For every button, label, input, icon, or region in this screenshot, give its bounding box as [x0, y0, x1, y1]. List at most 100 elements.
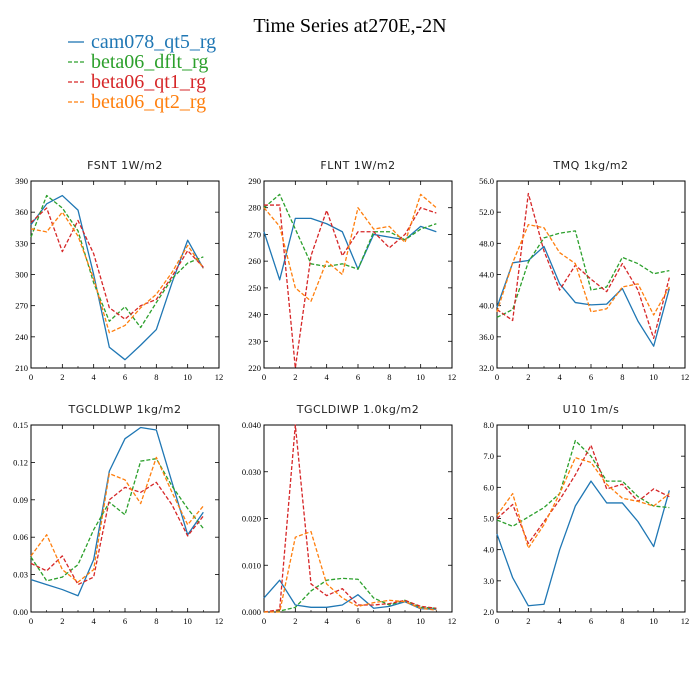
x-tick-label: 2 [60, 372, 64, 382]
plot-frame [30, 180, 220, 369]
chart-panel: TMQ 1kg/m2 0 2 4 6 8 10 12 32.0 36.0 40.0 44.0 48.0 5… [479, 159, 689, 382]
y-tick-label: 6.0 [483, 482, 494, 492]
panel-title: FSNT 1W/m2 [87, 159, 163, 172]
x-tick-label: 12 [215, 616, 224, 626]
y-tick-label: 240 [248, 310, 261, 320]
figure-title: Time Series at270E,-2N [253, 15, 446, 37]
x-tick-label: 10 [416, 616, 425, 626]
x-tick-label: 6 [123, 616, 127, 626]
x-tick-label: 12 [448, 372, 457, 382]
series-line-cam078_qt5_rg [263, 579, 437, 610]
x-tick-label: 12 [681, 372, 690, 382]
legend-label: beta06_qt1_rg [91, 71, 206, 93]
y-tick-label: 0.09 [13, 495, 28, 505]
x-tick-label: 2 [293, 616, 297, 626]
series-line-cam078_qt5_rg [30, 426, 204, 597]
y-tick-label: 330 [15, 238, 28, 248]
x-tick-label: 4 [558, 616, 563, 626]
plot-frame [263, 424, 453, 613]
y-tick-label: 260 [248, 256, 261, 266]
chart-panel: FSNT 1W/m2 0 2 4 6 8 10 12 210 240 270 300 330 360 390 [15, 159, 223, 382]
legend: cam078_qt5_rgbeta06_dflt_rgbeta06_qt1_rg… [68, 31, 216, 113]
y-tick-label: 44.0 [479, 270, 494, 280]
y-tick-label: 210 [15, 363, 28, 373]
series-line-cam078_qt5_rg [496, 245, 670, 347]
series-line-beta06_dflt_rg [496, 230, 670, 318]
y-tick-label: 4.0 [483, 545, 494, 555]
y-tick-label: 300 [15, 270, 28, 280]
chart-panel: FLNT 1W/m2 0 2 4 6 8 10 12 220 230 240 250 260 270 280… [248, 159, 456, 382]
legend-item: cam078_qt5_rg [68, 31, 216, 53]
x-tick-label: 0 [262, 616, 266, 626]
x-tick-label: 6 [123, 372, 127, 382]
x-tick-label: 4 [558, 372, 563, 382]
plot-frame [496, 180, 686, 369]
x-tick-label: 0 [29, 616, 33, 626]
x-tick-label: 2 [526, 616, 530, 626]
series-line-beta06_dflt_rg [496, 439, 670, 527]
series-line-beta06_qt1_rg [30, 207, 204, 320]
x-tick-label: 2 [293, 372, 297, 382]
series-line-beta06_qt1_rg [30, 481, 204, 586]
series-line-beta06_dflt_rg [30, 194, 204, 329]
chart-panel: TGCLDLWP 1kg/m2 0 2 4 6 8 10 12 0.00 0.03 0.06 0.09… [13, 403, 223, 626]
x-tick-label: 2 [60, 616, 64, 626]
series-line-beta06_qt2_rg [496, 457, 670, 549]
y-tick-label: 0.06 [13, 532, 28, 542]
x-tick-label: 12 [681, 616, 690, 626]
x-tick-label: 4 [325, 616, 330, 626]
x-tick-label: 12 [448, 616, 457, 626]
panel-title: FLNT 1W/m2 [320, 159, 395, 172]
y-tick-label: 280 [248, 203, 261, 213]
x-tick-label: 6 [356, 616, 360, 626]
y-tick-label: 0.00 [13, 607, 28, 617]
x-tick-label: 0 [495, 616, 499, 626]
series-line-beta06_qt2_rg [263, 193, 437, 302]
x-tick-label: 8 [620, 616, 624, 626]
y-tick-label: 290 [248, 176, 261, 186]
x-tick-label: 8 [154, 616, 158, 626]
y-tick-label: 0.030 [242, 467, 261, 477]
y-tick-label: 220 [248, 363, 261, 373]
y-tick-label: 36.0 [479, 332, 494, 342]
series-line-beta06_dflt_rg [263, 193, 437, 270]
legend-item: beta06_qt2_rg [68, 91, 206, 113]
x-tick-label: 4 [325, 372, 330, 382]
y-tick-label: 48.0 [479, 238, 494, 248]
legend-label: beta06_qt2_rg [91, 91, 206, 113]
panel-title: TGCLDIWP 1.0kg/m2 [296, 403, 420, 416]
y-tick-label: 5.0 [483, 514, 494, 524]
x-tick-label: 8 [387, 372, 391, 382]
x-tick-label: 0 [29, 372, 33, 382]
x-tick-label: 2 [526, 372, 530, 382]
y-tick-label: 270 [248, 229, 261, 239]
series-line-beta06_qt1_rg [264, 204, 437, 369]
series-line-beta06_qt1_rg [496, 192, 670, 340]
y-tick-label: 2.0 [483, 607, 494, 617]
plot-frame [30, 424, 220, 613]
panel-title: U10 1m/s [563, 403, 620, 416]
x-tick-label: 0 [495, 372, 499, 382]
x-tick-label: 10 [183, 372, 192, 382]
legend-item: beta06_qt1_rg [68, 71, 206, 93]
x-tick-label: 12 [215, 372, 224, 382]
y-tick-label: 52.0 [479, 207, 494, 217]
chart-panel: TGCLDIWP 1.0kg/m2 0 2 4 6 8 10 12 0.000 0.010 0.02… [242, 403, 456, 626]
x-tick-label: 4 [92, 372, 97, 382]
y-tick-label: 3.0 [483, 576, 494, 586]
series-line-cam078_qt5_rg [496, 480, 670, 607]
series-line-beta06_qt1_rg [263, 424, 437, 613]
series-line-beta06_qt2_rg [264, 530, 437, 613]
legend-item: beta06_dflt_rg [68, 51, 208, 73]
x-tick-label: 4 [92, 616, 97, 626]
x-tick-label: 10 [416, 372, 425, 382]
series-line-beta06_qt2_rg [496, 223, 670, 316]
x-tick-label: 6 [356, 372, 360, 382]
x-tick-label: 10 [649, 372, 658, 382]
y-tick-label: 230 [248, 336, 261, 346]
series-line-beta06_qt2_rg [30, 211, 204, 334]
y-tick-label: 360 [15, 207, 28, 217]
x-tick-label: 8 [387, 616, 391, 626]
y-tick-label: 0.03 [13, 570, 28, 580]
